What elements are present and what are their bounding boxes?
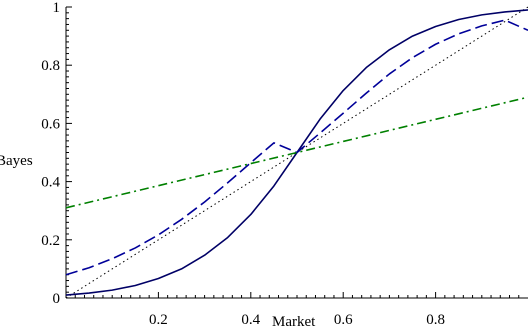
ticks: 0.2 0.4 0.6 0.8 0 0.2 0.4 0.6 0.8 1 — [41, 0, 520, 328]
series-lines — [65, 6, 528, 299]
x-tick-label: 0.6 — [334, 312, 353, 328]
y-tick-label: 0.6 — [41, 116, 60, 132]
y-tick-label: 1 — [53, 0, 61, 16]
x-axis-label: Market — [272, 314, 316, 330]
y-tick-label: 0 — [53, 291, 61, 307]
y-tick-label: 0.8 — [41, 58, 60, 74]
x-tick-label: 0.2 — [149, 312, 168, 328]
x-tick-label: 0.8 — [426, 312, 445, 328]
series-line-dashed — [65, 19, 528, 276]
y-axis-label: Bayes — [0, 153, 33, 169]
x-tick-label: 0.4 — [241, 312, 260, 328]
y-tick-label: 0.4 — [41, 175, 60, 191]
series-line-dash-dot — [65, 96, 528, 209]
y-tick-label: 0.2 — [41, 233, 60, 249]
series-line-dotted — [65, 6, 528, 299]
